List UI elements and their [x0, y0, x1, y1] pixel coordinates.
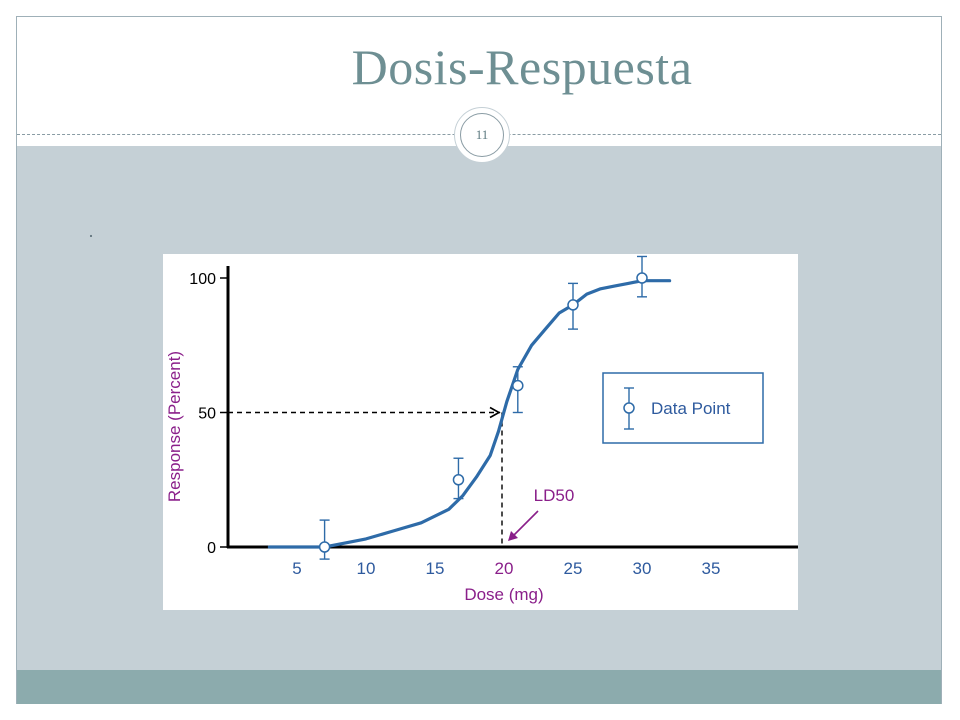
- legend-marker: [623, 402, 635, 414]
- y-axis-label: Response (Percent): [165, 351, 184, 502]
- dose-response-chart: 0 50 100 5 10 15 20 25 30 35 Dose (mg) Response (Pe…: [163, 254, 798, 610]
- x-axis-label: Dose (mg): [464, 585, 543, 604]
- x-tick-label-10: 10: [357, 559, 376, 578]
- x-tick-label-25: 25: [564, 559, 583, 578]
- bullet-point: ·: [88, 226, 94, 246]
- y-tick-label-100: 100: [189, 271, 216, 288]
- page-number-badge: 11: [454, 107, 510, 163]
- data-point-3: [567, 299, 579, 311]
- x-tick-label-20: 20: [495, 559, 514, 578]
- data-point-0: [318, 541, 331, 553]
- chart-svg: 0 50 100 5 10 15 20 25 30 35 Dose (mg) Response (Pe…: [165, 255, 798, 604]
- data-point-2: [512, 379, 524, 392]
- x-tick-label-35: 35: [702, 559, 721, 578]
- y-tick-label-50: 50: [198, 406, 216, 423]
- page-number: 11: [475, 127, 489, 142]
- dose-response-curve: [267, 279, 672, 549]
- footer-band: [17, 670, 941, 704]
- ld50-horizontal-arrowhead: [489, 406, 501, 419]
- legend-label-data-point: Data Point: [651, 399, 731, 418]
- ld50-pointer-arrowhead: [508, 531, 518, 541]
- x-tick-label-15: 15: [426, 559, 445, 578]
- slide-title: Dosis-Respuesta: [351, 39, 693, 95]
- x-tick-label-30: 30: [633, 559, 652, 578]
- data-point-1: [452, 474, 465, 486]
- ld50-label: LD50: [534, 486, 575, 505]
- page-number-ring: 11: [460, 113, 504, 157]
- x-tick-label-5: 5: [292, 559, 301, 578]
- legend: Data Point: [602, 372, 764, 444]
- y-tick-label-0: 0: [207, 540, 216, 557]
- data-point-4: [636, 272, 648, 284]
